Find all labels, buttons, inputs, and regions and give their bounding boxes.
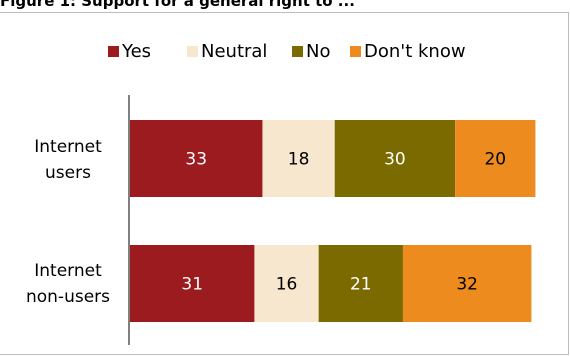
legend-swatch-yes xyxy=(108,46,119,57)
category-label-internet-users-line-1: Internet xyxy=(34,137,102,157)
value-label-internet-non-users-yes: 31 xyxy=(181,275,203,295)
category-label-internet-users-line-2: users xyxy=(45,163,91,183)
legend: Yes Neutral No Don't know xyxy=(108,41,466,62)
bar-internet-users-no xyxy=(334,120,456,197)
value-label-internet-users-don-t-know: 20 xyxy=(484,150,506,170)
category-label-internet-non-users-line-1: Internet xyxy=(34,261,102,281)
value-label-internet-non-users-neutral: 16 xyxy=(276,275,298,295)
category-labels: Internet users Internet non-users xyxy=(26,137,110,307)
bars: 33 18 30 20 31 16 21 32 xyxy=(130,120,536,322)
legend-label-don-t-know: Don't know xyxy=(364,41,466,62)
chart-frame xyxy=(0,12,569,355)
bar-internet-non-users-no xyxy=(318,245,403,322)
bar-internet-non-users-neutral xyxy=(254,245,319,322)
page-title: Figure 1: Support for a general right to… xyxy=(0,0,355,10)
legend-label-yes: Yes xyxy=(121,41,151,62)
bar-internet-non-users-don-t-know xyxy=(402,245,532,322)
value-label-internet-users-neutral: 18 xyxy=(288,150,310,170)
bar-internet-users-yes xyxy=(130,120,263,197)
category-label-internet-non-users-line-2: non-users xyxy=(26,287,110,307)
legend-label-no: No xyxy=(306,41,330,62)
bar-internet-users-don-t-know xyxy=(455,120,536,197)
legend-swatch-neutral xyxy=(187,46,198,57)
value-label-internet-users-yes: 33 xyxy=(185,150,207,170)
legend-label-neutral: Neutral xyxy=(201,41,267,62)
legend-swatch-no xyxy=(292,46,303,57)
value-label-internet-non-users-don-t-know: 32 xyxy=(456,275,478,295)
value-label-internet-users-no: 30 xyxy=(384,150,406,170)
legend-swatch-don-t-know xyxy=(350,46,361,57)
value-label-internet-non-users-no: 21 xyxy=(350,275,372,295)
bar-internet-users-neutral xyxy=(262,120,335,197)
bar-internet-non-users-yes xyxy=(130,245,255,322)
